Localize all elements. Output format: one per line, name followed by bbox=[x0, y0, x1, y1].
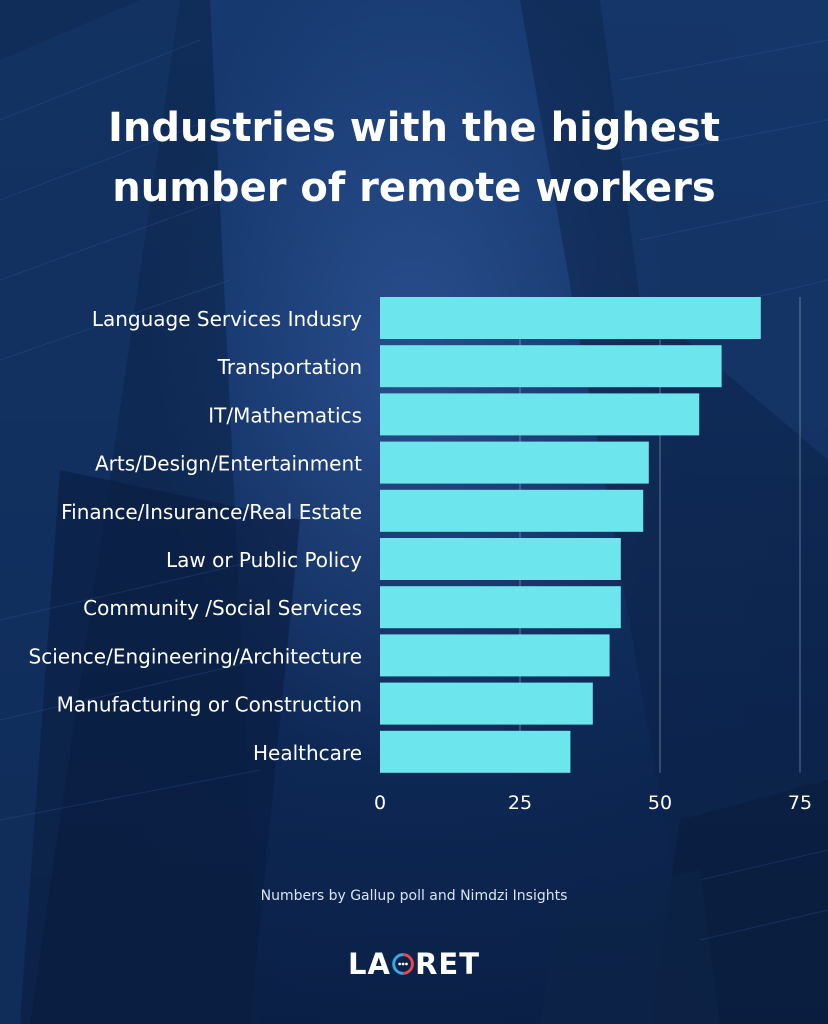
circular-arrows-icon bbox=[392, 953, 414, 975]
bar-2 bbox=[380, 345, 722, 388]
x-tick-label-0: 0 bbox=[374, 792, 386, 814]
category-label-10: Healthcare bbox=[253, 741, 362, 765]
x-tick-label-50: 50 bbox=[648, 792, 672, 814]
x-tick-label-25: 25 bbox=[508, 792, 532, 814]
chart-title-line-1: Industries with the highest bbox=[108, 105, 720, 151]
x-tick-layer: 0 25 50 75 bbox=[374, 792, 812, 814]
bar-1 bbox=[380, 297, 761, 339]
chart-title: Industries with the highest number of re… bbox=[0, 98, 828, 218]
chart-title-line-2: number of remote workers bbox=[112, 165, 716, 211]
logo-text-right: RET bbox=[415, 947, 480, 981]
bar-chart: Language Services Indusry Transportation I… bbox=[29, 297, 812, 814]
category-label-4: Arts/Design/Entertainment bbox=[95, 452, 362, 476]
bar-7 bbox=[380, 586, 621, 629]
bar-9 bbox=[380, 682, 593, 725]
bar-4 bbox=[380, 441, 649, 484]
bar-8 bbox=[380, 634, 610, 677]
bar-10 bbox=[380, 730, 571, 773]
category-label-1: Language Services Indusry bbox=[92, 307, 362, 331]
source-note: Numbers by Gallup poll and Nimdzi Insigh… bbox=[260, 888, 568, 904]
logo-text-left: LA bbox=[348, 947, 391, 981]
category-label-6: Law or Public Policy bbox=[166, 548, 362, 572]
x-tick-label-75: 75 bbox=[788, 792, 812, 814]
bar-layer bbox=[380, 297, 761, 773]
bar-6 bbox=[380, 538, 621, 580]
bar-3 bbox=[380, 393, 700, 436]
category-label-7: Community /Social Services bbox=[83, 596, 362, 620]
category-label-layer: Language Services Indusry Transportation I… bbox=[29, 307, 363, 765]
category-label-5: Finance/Insurance/Real Estate bbox=[61, 500, 362, 524]
category-label-8: Science/Engineering/Architecture bbox=[29, 644, 362, 668]
category-label-3: IT/Mathematics bbox=[208, 403, 362, 427]
bar-5 bbox=[380, 489, 644, 532]
laoret-logo: LA RET bbox=[348, 944, 480, 984]
category-label-9: Manufacturing or Construction bbox=[57, 693, 362, 717]
category-label-2: Transportation bbox=[217, 355, 362, 379]
